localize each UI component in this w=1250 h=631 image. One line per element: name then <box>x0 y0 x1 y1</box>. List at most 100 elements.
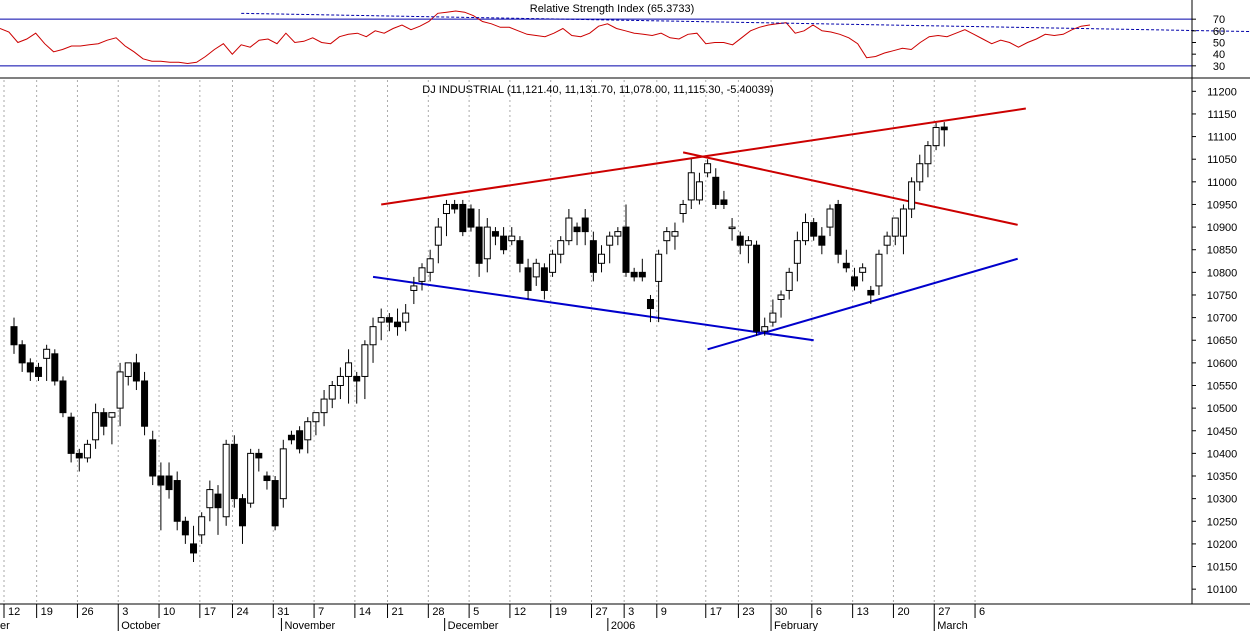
candlestick <box>451 199 459 214</box>
candle-body-up <box>483 226 491 260</box>
rising-support-line <box>707 257 1018 351</box>
candle-body-up <box>728 226 736 230</box>
rsi-tick-label: 50 <box>1213 38 1225 50</box>
candle-body-up <box>549 253 557 273</box>
candlestick <box>92 403 100 449</box>
candle-body-up <box>426 258 434 273</box>
candlestick <box>761 317 769 336</box>
candlestick <box>181 516 189 544</box>
candlestick <box>500 227 508 255</box>
candle-body-up <box>336 375 344 386</box>
candlestick <box>271 476 279 531</box>
candlestick <box>842 249 850 273</box>
candle-body-down <box>467 208 475 228</box>
candlestick <box>598 245 606 273</box>
candle-body-down <box>132 362 140 382</box>
date-tick-label: 3 <box>628 606 634 618</box>
month-label: 2006 <box>611 620 635 631</box>
month-label: October <box>121 620 160 631</box>
candle-body-up <box>875 253 883 287</box>
candle-body-down <box>500 235 508 251</box>
candle-body-up <box>124 362 132 377</box>
candle-body-down <box>51 353 59 382</box>
candlestick <box>75 448 83 472</box>
candlestick <box>83 439 91 463</box>
candle-body-down <box>75 452 83 459</box>
candle-body-down <box>736 235 744 246</box>
price-y-axis: 11200 11150 11100 11050 11000 10950 10900 10850… <box>1192 86 1237 596</box>
candlestick <box>557 236 565 264</box>
candlestick <box>34 362 42 381</box>
month-label: December <box>448 620 499 631</box>
candle-body-up <box>565 217 573 242</box>
candlestick <box>940 122 948 147</box>
rsi-trendline <box>241 12 1250 33</box>
candlestick <box>214 485 222 535</box>
candle-body-up <box>83 443 91 459</box>
date-tick-label: 28 <box>432 606 444 618</box>
candlestick <box>671 222 679 250</box>
candlestick <box>867 285 875 305</box>
date-tick-label: 5 <box>473 606 479 618</box>
candlestick <box>157 462 165 531</box>
candle-body-up <box>222 443 230 518</box>
candle-body-up <box>320 398 328 414</box>
candle-body-up <box>598 253 606 264</box>
candle-body-down <box>353 375 361 382</box>
date-tick-label: 12 <box>8 606 20 618</box>
price-grid <box>0 78 1250 605</box>
candle-body-up <box>924 145 932 165</box>
candlestick <box>345 349 353 404</box>
date-tick-label: 24 <box>236 606 248 618</box>
lower-support-line <box>372 275 814 342</box>
candlestick <box>695 172 703 205</box>
candlestick <box>132 353 140 391</box>
candle-body-up <box>92 412 100 441</box>
candlestick <box>883 231 891 255</box>
price-tick-label: 10950 <box>1207 199 1238 211</box>
candlestick <box>377 308 385 341</box>
candlestick <box>426 249 434 282</box>
candle-body-down <box>850 276 858 287</box>
candle-body-down <box>622 226 630 273</box>
rsi-tick-label: 70 <box>1213 14 1225 26</box>
trendlines <box>372 107 1026 351</box>
candle-body-down <box>271 480 279 527</box>
candle-body-down <box>540 267 548 291</box>
candlestick <box>916 154 924 191</box>
candlestick <box>532 258 540 286</box>
date-tick-label: 7 <box>318 606 324 618</box>
candle-body-down <box>141 380 149 427</box>
price-tick-label: 10250 <box>1207 516 1238 528</box>
candle-body-up <box>761 326 769 332</box>
candle-body-down <box>385 317 393 323</box>
candlestick <box>679 199 687 223</box>
candlestick <box>622 204 630 277</box>
candlestick <box>663 227 671 255</box>
candlestick <box>899 204 907 255</box>
candle-body-down <box>287 434 295 441</box>
candle-body-up <box>108 412 116 418</box>
candlestick <box>410 276 418 305</box>
candle-body-down <box>810 222 818 237</box>
date-tick-label: 6 <box>979 606 985 618</box>
candlestick <box>516 236 524 273</box>
candlestick <box>402 304 410 332</box>
candle-body-down <box>524 267 532 291</box>
candle-body-up <box>606 235 614 246</box>
candlestick <box>924 141 932 178</box>
candle-body-down <box>263 475 271 482</box>
price-tick-label: 10200 <box>1207 539 1238 551</box>
candlestick <box>908 177 916 219</box>
price-tick-label: 10350 <box>1207 471 1238 483</box>
candle-body-up <box>43 348 51 359</box>
candle-body-down <box>516 240 524 264</box>
candlestick <box>328 380 336 409</box>
price-tick-label: 10800 <box>1207 267 1238 279</box>
candle-body-down <box>834 203 842 255</box>
candle-body-down <box>491 231 499 237</box>
candle-body-down <box>394 321 402 328</box>
